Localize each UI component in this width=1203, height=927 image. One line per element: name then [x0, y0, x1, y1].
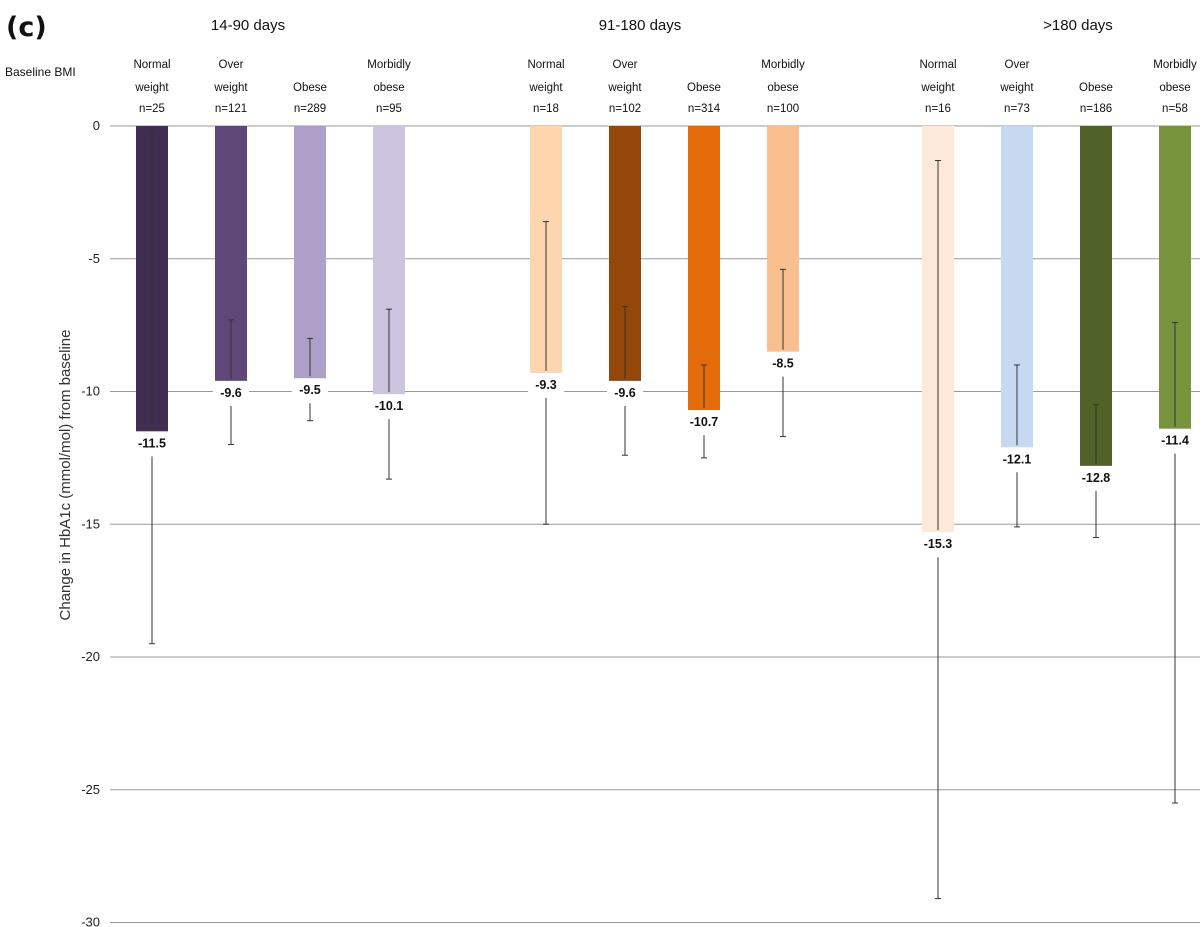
- data-label: -12.1: [1003, 452, 1032, 466]
- category-label-line1: Normal: [919, 59, 956, 71]
- category-label-line2: Obese: [293, 82, 327, 94]
- data-label: -9.5: [299, 383, 321, 397]
- data-label-background: [213, 384, 249, 401]
- category-label-line2: weight: [134, 82, 169, 94]
- data-label-background: [686, 414, 722, 431]
- bar: [294, 126, 326, 379]
- data-label-background: [371, 398, 407, 415]
- data-label-background: [765, 355, 801, 372]
- category-label-line2: Obese: [687, 82, 721, 94]
- y-axis-label: Change in HbA1c (mmol/mol) from baseline: [57, 330, 74, 621]
- bars-layer: [136, 126, 1191, 900]
- data-label-background: [607, 384, 643, 401]
- category-n-label: n=100: [767, 103, 799, 115]
- data-label: -9.6: [614, 386, 636, 400]
- period-label: >180 days: [1043, 17, 1113, 34]
- data-label-background: [920, 536, 956, 553]
- category-label-line1: Morbidly: [367, 59, 411, 71]
- category-n-label: n=16: [925, 103, 951, 115]
- category-label-line2: weight: [213, 82, 248, 94]
- data-label-background: [134, 435, 170, 452]
- category-label-line2: obese: [1159, 82, 1190, 94]
- data-label: -8.5: [772, 357, 794, 371]
- category-label-line1: Over: [613, 59, 638, 71]
- category-label-line2: obese: [767, 82, 798, 94]
- y-tick-label: -30: [81, 915, 100, 927]
- category-n-label: n=18: [533, 103, 559, 115]
- category-label-line1: Normal: [527, 59, 564, 71]
- data-label-background: [292, 382, 328, 399]
- data-label: -9.3: [535, 378, 557, 392]
- grid-layer: [110, 125, 1200, 923]
- category-label-line1: Morbidly: [1153, 59, 1197, 71]
- category-n-label: n=25: [139, 103, 165, 115]
- data-label-background: [999, 451, 1035, 468]
- data-label-background: [528, 376, 564, 393]
- category-label-line2: weight: [528, 82, 563, 94]
- category-label-line1: Over: [219, 59, 244, 71]
- data-label: -11.4: [1161, 434, 1189, 448]
- data-label: -10.1: [375, 399, 404, 413]
- data-label: -12.8: [1082, 471, 1111, 485]
- y-tick-label: -15: [81, 516, 100, 531]
- category-n-label: n=102: [609, 103, 641, 115]
- y-tick-label: 0: [93, 118, 100, 133]
- bar: [688, 126, 720, 411]
- data-label-background: [1157, 432, 1193, 449]
- labels-layer: 0 -5 -10 -15 -20 -25 -30 14-90 days -11.5 Normal w…: [81, 17, 1197, 927]
- category-label-line2: obese: [373, 82, 404, 94]
- y-tick-label: -10: [81, 384, 100, 399]
- category-label-line2: weight: [920, 82, 955, 94]
- category-n-label: n=95: [376, 103, 402, 115]
- data-label: -9.6: [220, 386, 242, 400]
- y-tick-label: -5: [88, 251, 100, 266]
- category-label-line2: Obese: [1079, 82, 1113, 94]
- category-n-label: n=186: [1080, 103, 1112, 115]
- category-label-line1: Normal: [133, 59, 170, 71]
- category-label-line1: Over: [1005, 59, 1030, 71]
- data-label-background: [1078, 469, 1114, 486]
- category-n-label: n=314: [688, 103, 721, 115]
- data-label: -15.3: [924, 537, 953, 551]
- category-n-label: n=289: [294, 103, 326, 115]
- y-tick-label: -20: [81, 649, 100, 664]
- category-n-label: n=58: [1162, 103, 1188, 115]
- baseline-bmi-row-label: Baseline BMI: [5, 65, 76, 79]
- y-tick-label: -25: [81, 782, 100, 797]
- category-n-label: n=121: [215, 103, 247, 115]
- category-label-line2: weight: [607, 82, 642, 94]
- category-label-line1: Morbidly: [761, 59, 805, 71]
- category-label-line2: weight: [999, 82, 1034, 94]
- data-label: -10.7: [690, 415, 719, 429]
- data-label: -11.5: [138, 436, 166, 450]
- category-n-label: n=73: [1004, 103, 1030, 115]
- period-label: 91-180 days: [599, 17, 682, 34]
- panel-label: (c): [6, 12, 47, 43]
- period-label: 14-90 days: [211, 17, 285, 34]
